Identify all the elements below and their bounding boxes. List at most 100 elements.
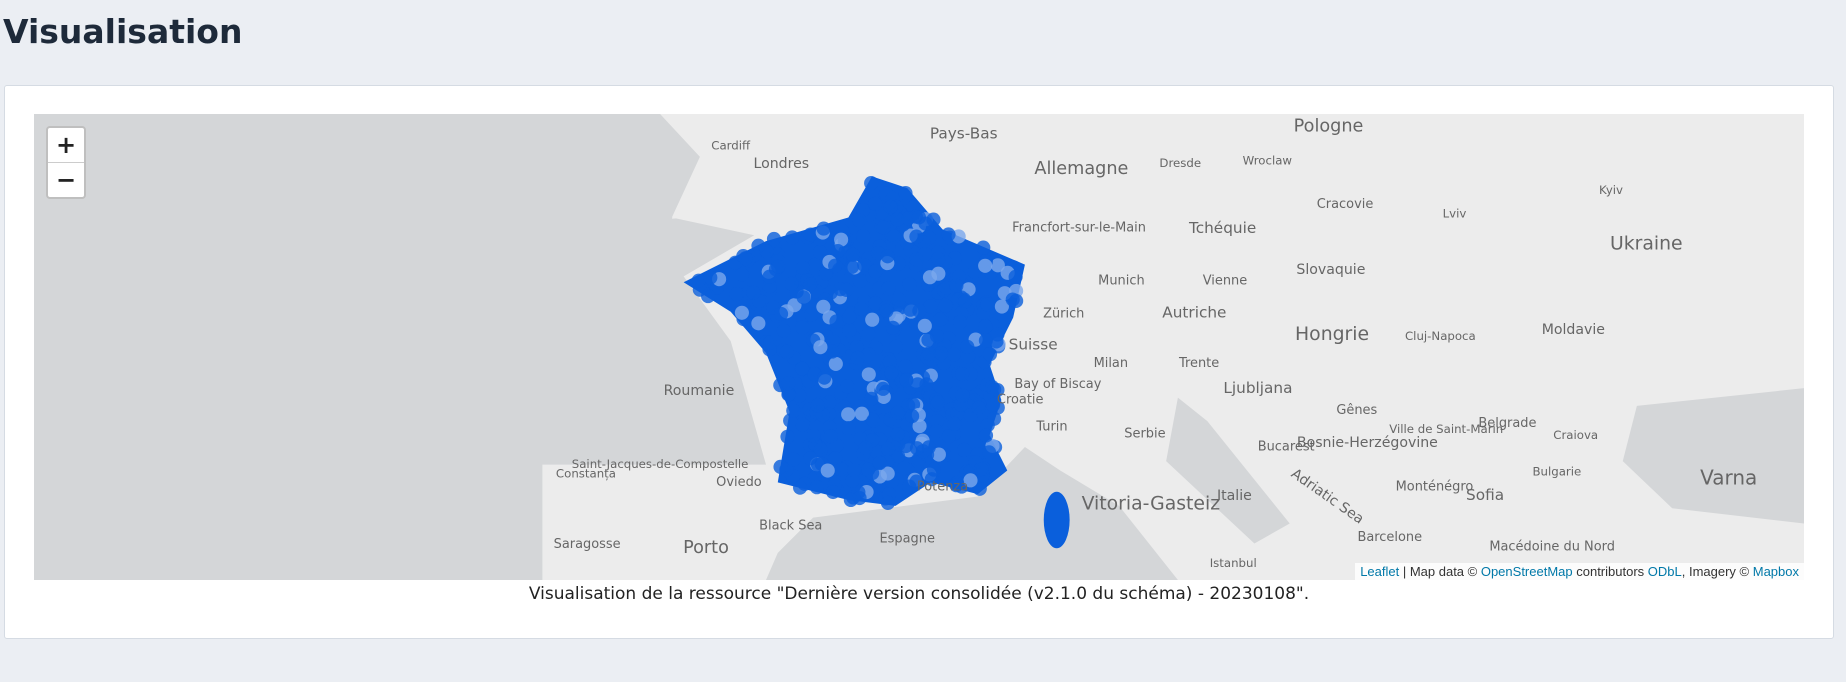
marker — [828, 356, 843, 371]
attr-text: , Imagery © — [1681, 564, 1753, 579]
card: Pays-Bas Allemagne Pologne Londres Cardiff Fr… — [4, 85, 1834, 639]
marker — [864, 176, 879, 191]
marker — [825, 344, 840, 359]
attr-text: contributors — [1572, 564, 1648, 579]
zoom-out[interactable]: − — [48, 162, 84, 197]
marker — [980, 297, 995, 312]
map-label: Adriatic Sea — [1288, 466, 1367, 528]
marker — [978, 319, 993, 334]
marker — [933, 346, 949, 361]
marker — [890, 405, 905, 420]
map-label: Varna — [1700, 466, 1757, 490]
marker — [773, 459, 788, 474]
osm-link[interactable]: OpenStreetMap — [1480, 564, 1573, 579]
marker — [864, 391, 879, 406]
marker — [810, 398, 825, 413]
marker — [823, 429, 838, 444]
marker — [931, 266, 946, 281]
marker — [885, 320, 900, 335]
mapbox-link[interactable]: Mapbox — [1752, 564, 1799, 579]
marker — [845, 473, 860, 488]
marker — [820, 463, 835, 478]
marker — [990, 327, 1005, 342]
map-label: Istanbul — [1210, 556, 1257, 570]
marker — [861, 462, 876, 477]
marker — [868, 196, 883, 211]
marker — [909, 441, 925, 456]
marker — [785, 230, 800, 245]
marker — [841, 421, 856, 436]
marker — [888, 339, 903, 354]
marker — [960, 339, 975, 354]
map-label: Pologne — [1294, 117, 1364, 137]
zoom-control: + − — [46, 126, 86, 199]
map-label: Barcelone — [1357, 530, 1422, 545]
map[interactable]: Pays-Bas Allemagne Pologne Londres Cardiff Fr… — [34, 114, 1804, 580]
zoom-in[interactable]: + — [55, 131, 77, 159]
marker — [816, 221, 831, 236]
marker — [921, 440, 936, 455]
marker — [828, 258, 843, 273]
map-label: Bay of Biscay — [1014, 377, 1101, 392]
marker — [746, 285, 761, 300]
marker — [898, 359, 913, 374]
map-label: Gênes — [1336, 403, 1377, 418]
map-label: Moldavie — [1542, 322, 1605, 338]
marker — [816, 299, 831, 314]
marker — [921, 346, 937, 361]
map-label: Macédoine du Nord — [1489, 540, 1615, 555]
marker — [891, 292, 906, 307]
leaflet-link[interactable]: Leaflet — [1360, 564, 1400, 579]
marker — [880, 495, 896, 510]
odbl-link[interactable]: ODbL — [1647, 564, 1682, 579]
black-sea — [1622, 388, 1804, 524]
marker — [946, 347, 961, 362]
marker — [976, 240, 991, 255]
map-label: Vitoria-Gasteiz — [1082, 493, 1221, 514]
marker — [852, 273, 867, 288]
map-label: Monténégro — [1396, 480, 1474, 495]
map-label: Cardiff — [711, 138, 751, 152]
marker — [776, 323, 792, 338]
map-label: Bosnie-Herzégovine — [1297, 435, 1438, 451]
marker — [795, 417, 810, 432]
marker — [897, 461, 912, 476]
map-label: Serbie — [1124, 427, 1165, 442]
marker — [829, 314, 844, 329]
map-label: Croatie — [997, 392, 1044, 407]
marker — [809, 480, 824, 495]
marker — [854, 406, 869, 421]
marker — [865, 312, 880, 327]
marker — [941, 429, 956, 444]
map-label: Cluj-Napoca — [1405, 329, 1476, 343]
marker — [926, 462, 941, 477]
marker — [905, 409, 920, 424]
marker — [852, 490, 867, 506]
marker — [834, 462, 849, 477]
map-label: Munich — [1098, 274, 1144, 289]
marker — [994, 299, 1009, 314]
marker — [921, 332, 936, 348]
marker — [763, 335, 778, 350]
marker — [729, 286, 744, 302]
marker — [868, 296, 883, 311]
marker — [701, 289, 716, 304]
map-label: Londres — [753, 156, 809, 172]
marker — [1008, 269, 1023, 284]
marker — [902, 277, 917, 292]
marker — [792, 480, 808, 495]
marker — [890, 212, 905, 227]
marker — [813, 442, 828, 457]
map-label: Lviv — [1443, 207, 1467, 221]
map-label: Slovaquie — [1296, 262, 1365, 278]
adriatic — [1166, 397, 1290, 544]
marker — [952, 315, 968, 330]
marker — [734, 305, 749, 320]
marker — [954, 366, 970, 382]
marker — [792, 388, 807, 403]
map-label: Oviedo — [716, 475, 762, 490]
marker — [974, 461, 989, 477]
marker — [981, 445, 997, 460]
marker — [850, 350, 865, 365]
